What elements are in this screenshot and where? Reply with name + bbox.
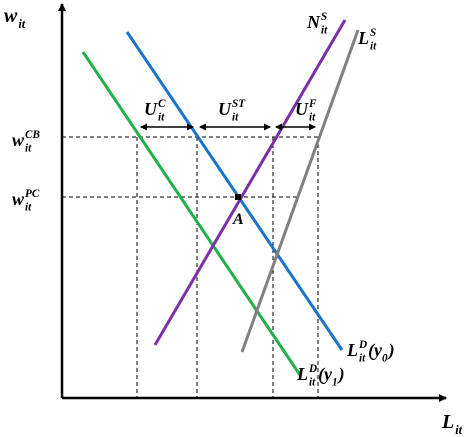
label-base: w	[12, 130, 25, 150]
label-sup: ST	[232, 98, 246, 110]
label-tail-sub: 0	[382, 352, 388, 364]
label-sup: S	[370, 27, 376, 39]
label-sub: it	[321, 24, 328, 36]
label-sub: it	[25, 142, 32, 154]
label-sub: it	[455, 423, 462, 437]
label-tail-sub: 1	[332, 376, 338, 388]
label-sub: it	[25, 201, 32, 213]
label-tail-end: )	[337, 364, 345, 385]
demand-y0	[125, 31, 344, 351]
label-base: U	[295, 99, 309, 119]
label-sup: D	[308, 363, 317, 375]
label-base: U	[218, 99, 232, 119]
guides	[62, 136, 319, 398]
label-sub: it	[309, 376, 316, 388]
label-base: N	[306, 12, 321, 32]
label-sub: it	[370, 40, 377, 52]
label-sup: F	[308, 98, 317, 110]
label-sup: S	[321, 11, 327, 23]
label-sub: it	[158, 111, 165, 123]
label-tail: (y	[368, 340, 383, 361]
label-sub: it	[232, 111, 239, 123]
l-supply	[240, 29, 360, 353]
label-base: U	[144, 99, 158, 119]
label-sub: it	[18, 17, 25, 31]
label-base: w	[4, 5, 18, 27]
label-base: L	[346, 340, 358, 360]
label-tail-end: )	[387, 340, 395, 361]
label-sup: D	[358, 339, 367, 351]
label-sup: CB	[25, 129, 40, 141]
label-base: L	[357, 28, 369, 48]
label-tail: (y	[318, 364, 333, 385]
point-a-marker	[235, 194, 241, 200]
label-sub: it	[359, 352, 366, 364]
label-sub: it	[309, 111, 316, 123]
label-base: L	[441, 411, 454, 433]
label-base: A	[232, 211, 244, 228]
label-base: w	[12, 189, 25, 209]
n-supply	[153, 19, 347, 346]
label-sup: C	[158, 98, 166, 110]
label-base: L	[296, 364, 308, 384]
label-sup: PC	[25, 188, 40, 200]
demand-y1	[81, 51, 302, 376]
